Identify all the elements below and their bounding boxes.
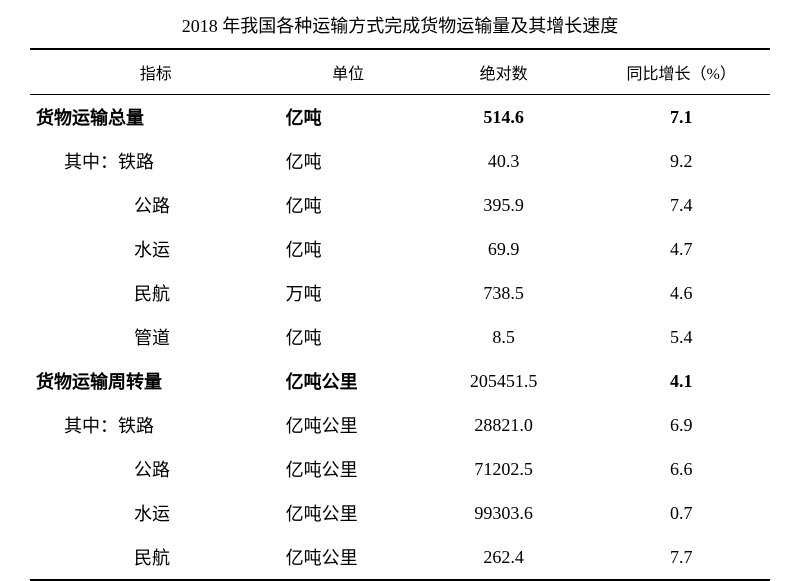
cell: 水运: [30, 491, 282, 535]
cell: 民航: [30, 271, 282, 315]
cell: 8.5: [415, 315, 593, 359]
table-row: 民航亿吨公里262.47.7: [30, 535, 770, 580]
cell: 亿吨: [282, 183, 415, 227]
cell: 738.5: [415, 271, 593, 315]
table-row: 水运亿吨69.94.7: [30, 227, 770, 271]
cell: 7.1: [592, 95, 770, 140]
table-row: 管道亿吨8.55.4: [30, 315, 770, 359]
cell: 4.1: [592, 359, 770, 403]
cell: 9.2: [592, 139, 770, 183]
cell: 民航: [30, 535, 282, 580]
cell: 71202.5: [415, 447, 593, 491]
table-row: 民航万吨738.54.6: [30, 271, 770, 315]
cell: 公路: [30, 447, 282, 491]
cell: 亿吨: [282, 315, 415, 359]
cell: 亿吨: [282, 95, 415, 140]
table-row: 公路亿吨公里71202.56.6: [30, 447, 770, 491]
section-header-row: 货物运输总量亿吨514.67.1: [30, 95, 770, 140]
cell: 4.7: [592, 227, 770, 271]
cell: 4.6: [592, 271, 770, 315]
cell: 其中：铁路: [30, 403, 282, 447]
cell: 万吨: [282, 271, 415, 315]
cell: 其中：铁路: [30, 139, 282, 183]
table-row: 其中：铁路亿吨公里28821.06.9: [30, 403, 770, 447]
cell: 7.7: [592, 535, 770, 580]
cell: 6.6: [592, 447, 770, 491]
cell: 69.9: [415, 227, 593, 271]
table-row: 其中：铁路亿吨40.39.2: [30, 139, 770, 183]
cell: 亿吨公里: [282, 447, 415, 491]
cell: 亿吨公里: [282, 403, 415, 447]
cell: 亿吨公里: [282, 359, 415, 403]
cell: 亿吨公里: [282, 491, 415, 535]
cell: 货物运输周转量: [30, 359, 282, 403]
cell: 货物运输总量: [30, 95, 282, 140]
cell: 亿吨公里: [282, 535, 415, 580]
cell: 0.7: [592, 491, 770, 535]
cell: 7.4: [592, 183, 770, 227]
table-row: 水运亿吨公里99303.60.7: [30, 491, 770, 535]
cell: 205451.5: [415, 359, 593, 403]
cell: 亿吨: [282, 227, 415, 271]
header-row: 指标 单位 绝对数 同比增长（%）: [30, 49, 770, 95]
col-header-value: 绝对数: [415, 49, 593, 95]
cell: 亿吨: [282, 139, 415, 183]
cell: 40.3: [415, 139, 593, 183]
col-header-indicator: 指标: [30, 49, 282, 95]
section-header-row: 货物运输周转量亿吨公里205451.54.1: [30, 359, 770, 403]
freight-table: 指标 单位 绝对数 同比增长（%） 货物运输总量亿吨514.67.1其中：铁路亿…: [30, 48, 770, 581]
cell: 5.4: [592, 315, 770, 359]
cell: 99303.6: [415, 491, 593, 535]
cell: 管道: [30, 315, 282, 359]
cell: 公路: [30, 183, 282, 227]
table-row: 公路亿吨395.97.4: [30, 183, 770, 227]
cell: 水运: [30, 227, 282, 271]
col-header-unit: 单位: [282, 49, 415, 95]
table-title: 2018 年我国各种运输方式完成货物运输量及其增长速度: [30, 12, 770, 38]
cell: 262.4: [415, 535, 593, 580]
col-header-growth: 同比增长（%）: [592, 49, 770, 95]
cell: 514.6: [415, 95, 593, 140]
cell: 28821.0: [415, 403, 593, 447]
cell: 6.9: [592, 403, 770, 447]
cell: 395.9: [415, 183, 593, 227]
